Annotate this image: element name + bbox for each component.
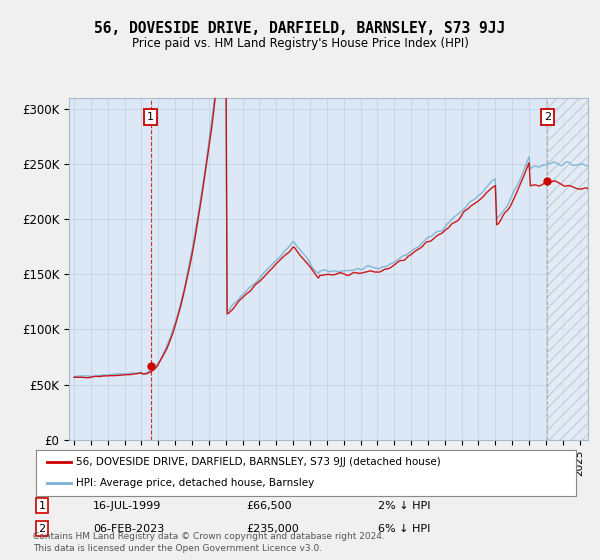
Bar (547, 98, 588, 440)
Text: 1: 1 (147, 112, 154, 122)
Text: 1: 1 (38, 501, 46, 511)
Text: £235,000: £235,000 (246, 524, 299, 534)
Text: 56, DOVESIDE DRIVE, DARFIELD, BARNSLEY, S73 9JJ (detached house): 56, DOVESIDE DRIVE, DARFIELD, BARNSLEY, … (77, 457, 441, 467)
Text: 16-JUL-1999: 16-JUL-1999 (93, 501, 161, 511)
Text: Contains HM Land Registry data © Crown copyright and database right 2024.
This d: Contains HM Land Registry data © Crown c… (33, 533, 385, 553)
Text: HPI: Average price, detached house, Barnsley: HPI: Average price, detached house, Barn… (77, 478, 315, 488)
Text: 2% ↓ HPI: 2% ↓ HPI (378, 501, 431, 511)
Text: 06-FEB-2023: 06-FEB-2023 (93, 524, 164, 534)
Text: 6% ↓ HPI: 6% ↓ HPI (378, 524, 430, 534)
Text: 2: 2 (544, 112, 551, 122)
Text: Price paid vs. HM Land Registry's House Price Index (HPI): Price paid vs. HM Land Registry's House … (131, 37, 469, 50)
Text: 2: 2 (38, 524, 46, 534)
Text: £66,500: £66,500 (246, 501, 292, 511)
Text: 56, DOVESIDE DRIVE, DARFIELD, BARNSLEY, S73 9JJ: 56, DOVESIDE DRIVE, DARFIELD, BARNSLEY, … (94, 21, 506, 36)
